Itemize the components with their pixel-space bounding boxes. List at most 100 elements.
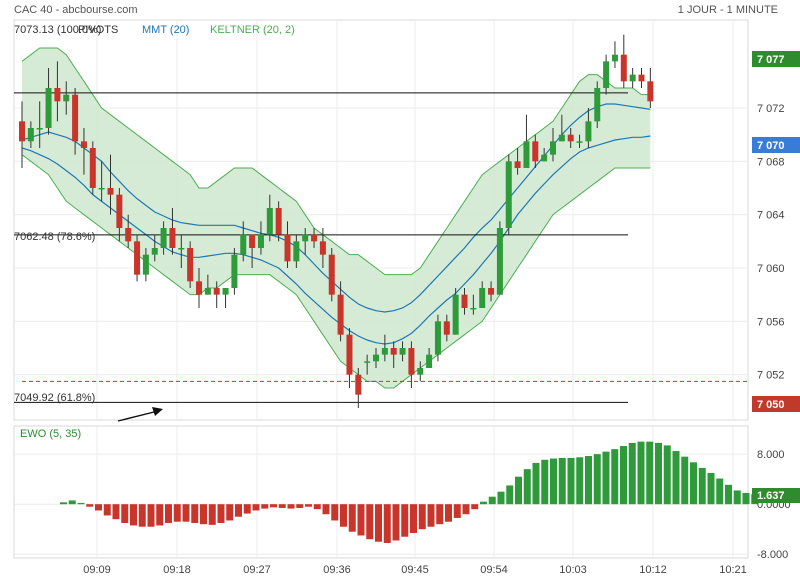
candle-body	[390, 348, 397, 355]
candle-body	[381, 348, 388, 355]
ewo-bar	[191, 504, 199, 523]
ewo-bar	[313, 504, 321, 510]
ewo-bar	[550, 458, 557, 505]
ewo-bar	[637, 441, 645, 505]
candle-body	[151, 248, 158, 255]
time-tick-label: 09:36	[323, 564, 351, 576]
ewo-bar	[173, 504, 181, 522]
price-tick-label: 7 060	[757, 263, 785, 275]
candle-body	[169, 228, 176, 248]
time-tick-label: 10:21	[719, 564, 747, 576]
ewo-bar	[340, 504, 347, 527]
ewo-bar	[585, 456, 592, 505]
candle-body	[505, 161, 512, 228]
candle-body	[249, 234, 256, 248]
candle-body	[266, 208, 273, 235]
candle-body	[585, 121, 592, 142]
ewo-bars	[60, 441, 759, 543]
candle-body	[222, 288, 229, 295]
ewo-bar	[366, 504, 374, 540]
price-tick-label: 7 052	[757, 370, 785, 382]
ewo-bar	[77, 502, 85, 505]
price-tag-current: 7 070	[752, 137, 800, 153]
candle-body	[541, 154, 548, 162]
candle-body	[142, 254, 149, 275]
ewo-bar	[532, 462, 540, 505]
ewo-bar	[278, 504, 286, 508]
ewo-bar	[305, 504, 312, 507]
ewo-bar	[497, 491, 505, 505]
price-tick-label: 7 068	[757, 156, 785, 168]
ewo-bar	[418, 504, 426, 530]
ewo-bar	[235, 504, 242, 517]
legend-keltner: KELTNER (20, 2)	[210, 24, 295, 36]
ewo-bar	[147, 504, 155, 527]
candle-body	[27, 128, 34, 142]
time-tick-label: 10:03	[559, 564, 587, 576]
legend-pivots: PIVOTS	[78, 24, 118, 36]
time-tick-label: 09:09	[83, 564, 111, 576]
candle-body	[98, 188, 105, 190]
candle-body	[284, 234, 291, 262]
fibonacci-lines	[14, 92, 748, 403]
ewo-bar	[436, 504, 444, 525]
candle-body	[567, 134, 574, 142]
ewo-bar	[392, 504, 400, 541]
candle-body	[240, 234, 247, 255]
candle-body	[45, 88, 52, 128]
ewo-bar	[86, 504, 94, 507]
ewo-bar	[523, 469, 531, 505]
candle-body	[107, 188, 114, 195]
ewo-bar	[217, 504, 225, 523]
ewo-bar	[156, 504, 164, 526]
candle-body	[355, 374, 362, 395]
ewo-bar	[593, 454, 601, 505]
ewo-bar	[567, 457, 575, 505]
candle-body	[629, 74, 636, 82]
svg-text:7 050: 7 050	[757, 399, 785, 411]
ewo-bar	[252, 504, 260, 511]
candle-body	[647, 81, 654, 102]
ewo-bar	[506, 485, 514, 505]
ewo-bar	[541, 459, 549, 505]
candle-body	[160, 228, 167, 248]
candle-body	[187, 248, 194, 282]
candle-body	[257, 234, 264, 248]
candle-body	[346, 334, 353, 375]
ewo-bar	[287, 504, 295, 509]
ewo-bar	[445, 504, 452, 522]
keltner-band	[21, 47, 651, 389]
time-tick-label: 09:27	[243, 564, 271, 576]
candle-body	[54, 88, 61, 102]
candle-body	[443, 321, 450, 335]
candle-body	[319, 241, 326, 255]
candle-body	[558, 134, 565, 142]
ewo-bar	[453, 504, 461, 518]
candle-body	[36, 128, 43, 130]
keltner-upper	[21, 47, 651, 276]
candle-body	[594, 88, 601, 122]
candle-body	[275, 208, 282, 235]
price-tick-label: 7 056	[757, 316, 785, 328]
candle-body	[63, 94, 70, 102]
candle-body	[231, 254, 238, 288]
ewo-bar	[646, 441, 654, 505]
ewo-bar	[95, 504, 102, 511]
svg-text:7 070: 7 070	[757, 140, 785, 152]
candle-body	[337, 294, 344, 335]
candle-body	[638, 74, 645, 82]
candle-body	[496, 228, 503, 295]
ewo-bar	[357, 504, 365, 536]
ewo-bar	[261, 504, 269, 509]
ewo-bar	[348, 504, 356, 532]
ewo-bar	[375, 504, 382, 542]
ewo-bar	[383, 504, 391, 543]
candle-body	[293, 241, 300, 262]
candle-body	[532, 141, 539, 162]
ewo-bar	[208, 504, 216, 525]
candle-body	[514, 161, 521, 168]
candle-body	[550, 141, 556, 155]
ewo-bar	[296, 504, 304, 508]
fibo-label-786: 7062.48 (78.6%)	[14, 231, 95, 243]
